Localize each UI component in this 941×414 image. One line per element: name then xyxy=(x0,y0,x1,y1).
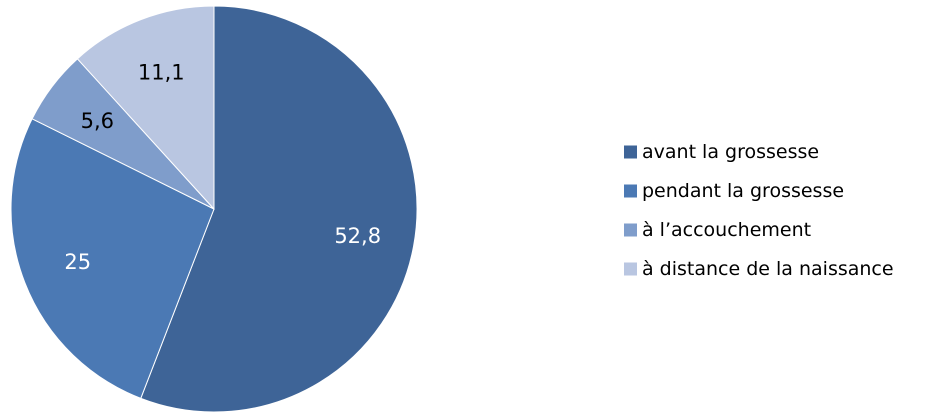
legend-swatch xyxy=(624,223,637,237)
pie-slices xyxy=(10,5,418,413)
pie-slice-avant-la-grossesse xyxy=(140,5,418,413)
data-label-a-l-accouchement: 5,6 xyxy=(81,109,114,133)
legend-item-a-l-accouchement: à l’accouchement xyxy=(624,219,811,241)
legend-item-a-distance-de-la-naissance: à distance de la naissance xyxy=(624,258,894,280)
legend: avant la grossesse pendant la grossesse à … xyxy=(624,141,894,280)
legend-label: à l’accouchement xyxy=(642,219,811,241)
legend-swatch xyxy=(624,262,637,276)
legend-item-pendant-la-grossesse: pendant la grossesse xyxy=(624,180,844,202)
pie-slice-pendant-la-grossesse xyxy=(10,118,215,399)
legend-label: avant la grossesse xyxy=(642,141,819,163)
pie-slice-a-distance-de-la-naissance xyxy=(76,5,215,211)
data-label-a-distance-de-la-naissance: 11,1 xyxy=(138,61,185,85)
legend-item-avant-la-grossesse: avant la grossesse xyxy=(624,141,819,163)
data-label-avant-la-grossesse: 52,8 xyxy=(334,224,381,248)
data-label-pendant-la-grossesse: 25 xyxy=(64,250,91,274)
legend-label: à distance de la naissance xyxy=(642,258,894,280)
legend-label: pendant la grossesse xyxy=(642,180,844,202)
legend-swatch xyxy=(624,184,637,198)
legend-swatch xyxy=(624,145,637,159)
pie-data-labels: 52,8 25 5,6 11,1 xyxy=(64,61,381,274)
